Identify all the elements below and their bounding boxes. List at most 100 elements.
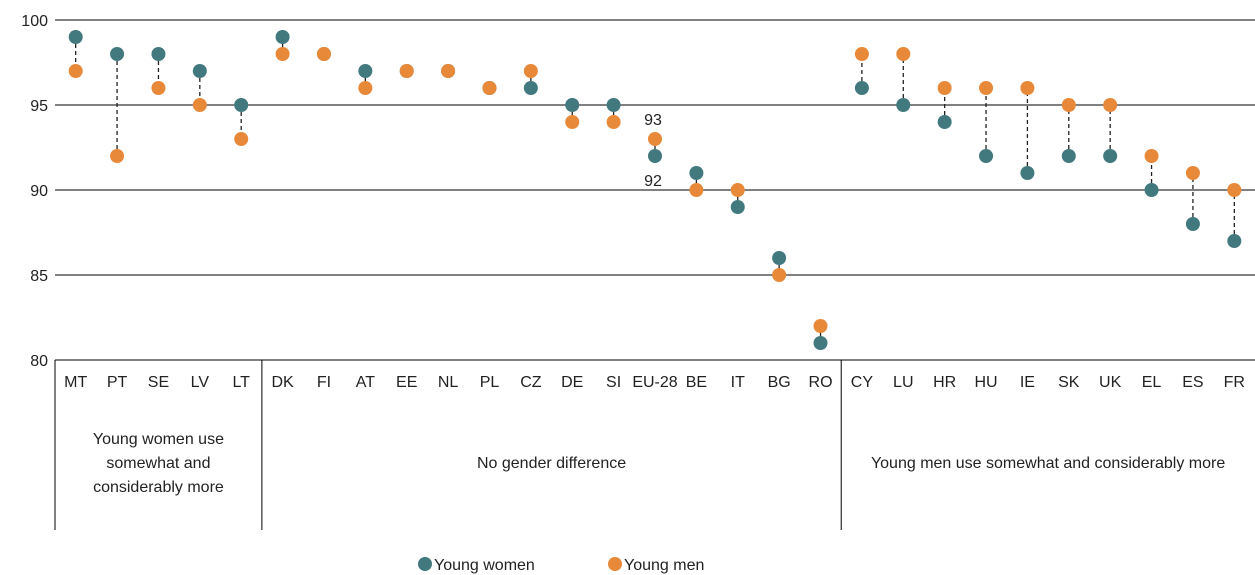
point-young-women-es [1185,217,1200,231]
x-tick-label-fi: FI [317,374,331,391]
point-young-women-it [730,200,745,214]
y-tick-label: 85 [30,268,48,285]
group-label-2: No gender difference [477,455,626,472]
point-young-men-si [606,115,621,129]
x-tick-label-uk: UK [1099,374,1122,391]
point-young-men-lv [192,98,207,112]
point-young-women-hu [979,149,994,163]
point-young-men-sk [1061,98,1076,112]
x-tick-label-cy: CY [851,374,874,391]
y-axis-ticks: 80 85 90 95 100 [21,13,48,370]
point-young-men-fr [1227,183,1242,197]
point-young-men-es [1185,166,1200,180]
x-tick-label-si: SI [606,374,621,391]
x-tick-label-lt: LT [232,374,250,391]
point-young-men-dk [275,47,290,61]
x-tick-label-hu: HU [974,374,997,391]
annotation-92: 92 [644,173,662,190]
point-young-women-pt [110,47,125,61]
point-young-women-at [358,64,373,78]
x-tick-label-fr: FR [1224,374,1245,391]
point-young-women-ie [1020,166,1035,180]
data-points [68,30,1242,350]
x-tick-label-de: DE [561,374,583,391]
point-young-men-ie [1020,81,1035,95]
x-tick-label-sk: SK [1058,374,1080,391]
point-young-men-hr [937,81,952,95]
point-young-women-lv [192,64,207,78]
point-young-women-sk [1061,149,1076,163]
point-young-women-se [151,47,166,61]
x-tick-label-ro: RO [809,374,833,391]
gridlines [55,19,1255,361]
point-young-women-hr [937,115,952,129]
x-tick-label-cz: CZ [520,374,542,391]
point-young-women-el [1144,183,1159,197]
group-label-3: Young men use somewhat and considerably … [871,455,1225,472]
x-tick-label-bg: BG [768,374,791,391]
point-young-women-bg [772,251,787,265]
point-young-women-lu [896,98,911,112]
y-tick-label: 95 [30,98,48,115]
point-young-women-eu-28 [648,149,662,163]
point-young-men-lu [896,47,911,61]
x-axis: MT PT SE LV LT DK FI AT EE NL PL CZ DE SI EU-28 BE IT BG R… [54,360,1245,530]
x-tick-label-dk: DK [271,374,294,391]
point-young-women-ro [813,336,828,350]
x-tick-label-at: AT [356,374,375,391]
x-tick-label-lv: LV [191,374,210,391]
point-young-men-pl [482,81,497,95]
point-young-women-cy [854,81,869,95]
point-young-men-fi [316,47,331,61]
annotations: 93 92 [644,112,662,190]
legend: Young women Young men [418,557,704,574]
point-young-women-si [606,98,621,112]
x-tick-label-hr: HR [933,374,956,391]
y-tick-label: 90 [30,183,48,200]
x-tick-label-el: EL [1142,374,1162,391]
point-young-women-de [565,98,580,112]
point-young-women-lt [234,98,249,112]
point-young-men-el [1144,149,1159,163]
annotation-93: 93 [644,112,662,129]
point-young-men-mt [68,64,83,78]
x-tick-label-es: ES [1182,374,1203,391]
point-young-men-hu [979,81,994,95]
legend-swatch-young-women [418,557,432,571]
point-young-men-it [730,183,745,197]
x-tick-label-ie: IE [1020,374,1035,391]
group-label-1: Young women use somewhat and considerably … [93,431,224,496]
point-young-men-ee [399,64,414,78]
point-young-women-cz [523,81,538,95]
x-tick-label-nl: NL [438,374,459,391]
legend-label-young-women: Young women [434,557,535,574]
x-tick-label-ee: EE [396,374,417,391]
x-tick-label-eu-28: EU-28 [632,374,677,391]
point-young-men-bg [772,268,787,282]
point-young-women-dk [275,30,290,44]
x-tick-label-lu: LU [893,374,913,391]
point-young-women-fr [1227,234,1242,248]
point-young-men-lt [234,132,249,146]
legend-label-young-men: Young men [624,557,704,574]
y-tick-label: 100 [21,13,48,30]
x-tick-label-be: BE [686,374,707,391]
y-tick-label: 80 [30,353,48,370]
point-young-men-be [689,183,704,197]
point-young-men-at [358,81,373,95]
point-young-women-mt [68,30,83,44]
legend-swatch-young-men [608,557,622,571]
x-tick-label-pt: PT [107,374,128,391]
point-young-men-cz [523,64,538,78]
point-young-men-ro [813,319,828,333]
point-young-women-be [689,166,704,180]
x-tick-label-mt: MT [64,374,87,391]
point-young-men-se [151,81,166,95]
group-labels: Young women use somewhat and considerably … [93,360,1225,530]
point-young-men-cy [854,47,869,61]
point-young-women-uk [1103,149,1118,163]
point-young-men-uk [1103,98,1118,112]
x-tick-label-pl: PL [480,374,500,391]
point-young-men-pt [110,149,125,163]
point-young-men-nl [441,64,456,78]
